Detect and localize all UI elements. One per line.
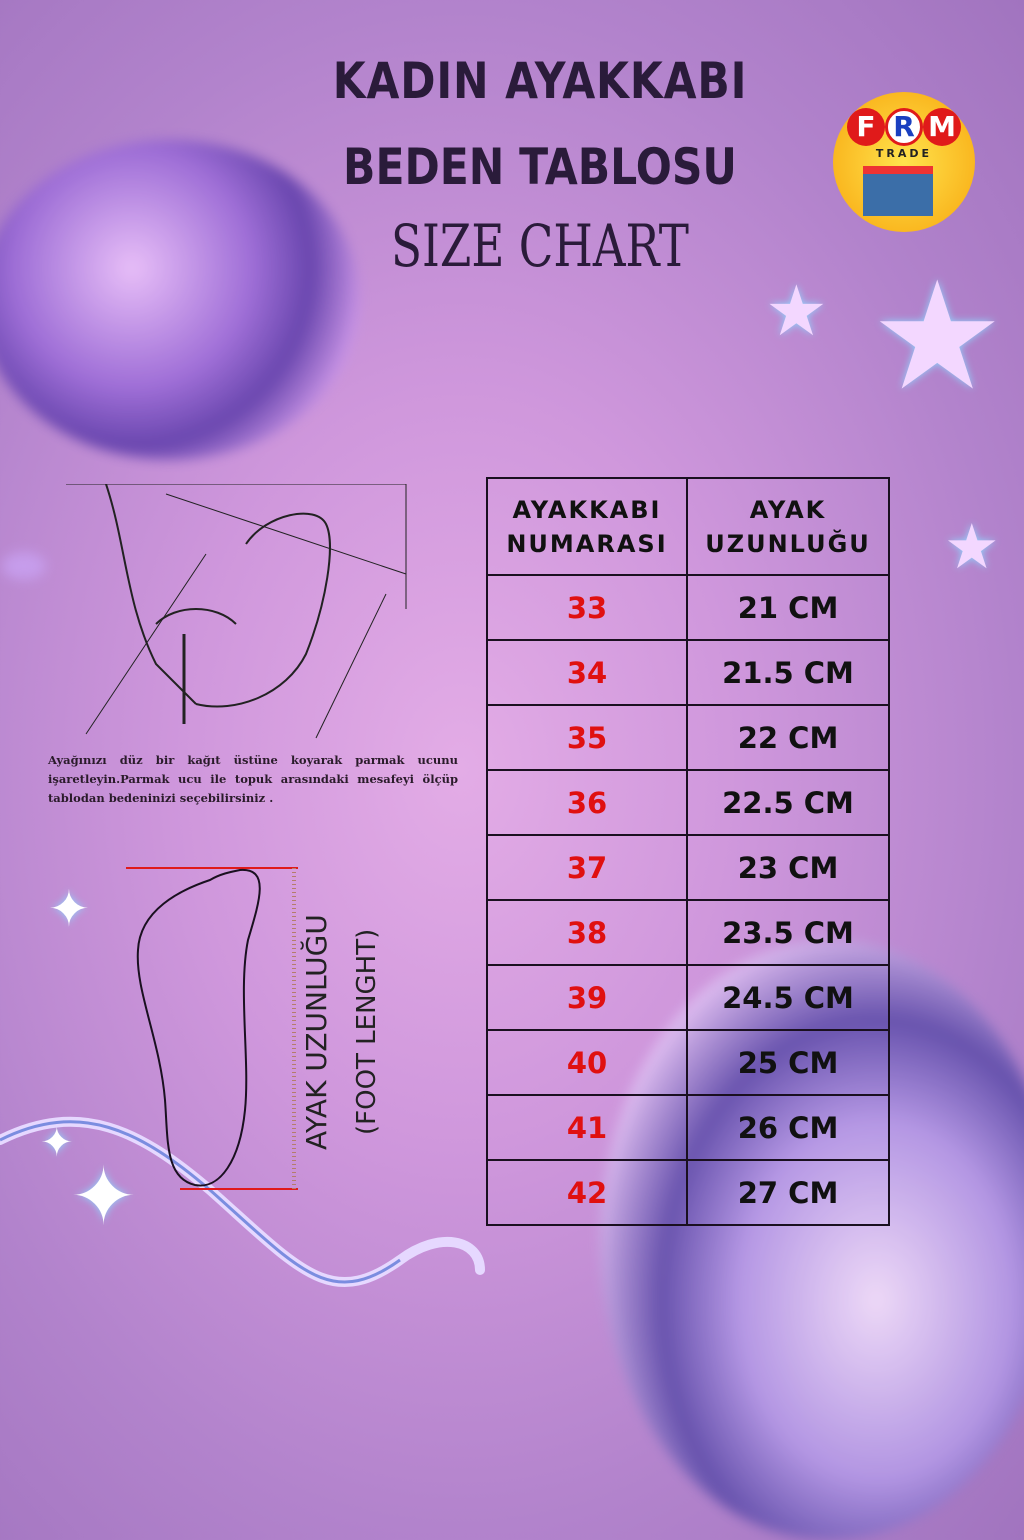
shoe-size-cell: 36: [486, 769, 688, 836]
holographic-ribbon: [0, 1116, 485, 1288]
shoe-size-cell: 42: [486, 1159, 688, 1226]
shoe-size-cell: 39: [486, 964, 688, 1031]
sparkle-icon: ✦: [70, 1150, 138, 1243]
table-row: 38 23.5 CM: [486, 899, 890, 966]
table-row: 35 22 CM: [486, 704, 890, 771]
holographic-drop: [2, 552, 46, 580]
star-icon: ★: [765, 270, 828, 352]
header-line: AYAK: [749, 495, 827, 524]
title-line-3: SIZE CHART: [391, 212, 689, 280]
foot-length-cell: 21.5 CM: [686, 639, 890, 706]
foot-length-cell: 23 CM: [686, 834, 890, 901]
shoe-size-cell: 37: [486, 834, 688, 901]
header-foot-length: AYAK UZUNLUĞU: [686, 477, 890, 576]
table-row: 41 26 CM: [486, 1094, 890, 1161]
shop-laptop-icon: [863, 166, 933, 216]
frm-trade-logo: F R M TRADE: [833, 92, 975, 232]
shoe-size-cell: 41: [486, 1094, 688, 1161]
header-line: UZUNLUĞU: [705, 529, 871, 558]
measuring-instructions: Ayağınızı düz bir kağıt üstüne koyarak p…: [48, 753, 458, 805]
shoe-size-cell: 40: [486, 1029, 688, 1096]
foot-length-cell: 22.5 CM: [686, 769, 890, 836]
title-line-2: BEDEN TABLOSU: [343, 138, 737, 196]
foot-length-cell: 25 CM: [686, 1029, 890, 1096]
header-shoe-size: AYAKKABI NUMARASI: [486, 477, 688, 576]
foot-length-cell: 27 CM: [686, 1159, 890, 1226]
logo-letter: M: [923, 108, 961, 146]
table-row: 37 23 CM: [486, 834, 890, 901]
star-icon: ★: [870, 250, 1005, 424]
logo-subtitle: TRADE: [875, 147, 933, 160]
foot-measuring-illustration: [66, 484, 407, 739]
foot-length-cell: 22 CM: [686, 704, 890, 771]
sparkle-icon: ✦: [48, 880, 90, 938]
title-line-1: KADIN AYAKKABI: [332, 52, 748, 110]
table-row: 33 21 CM: [486, 574, 890, 641]
table-header-row: AYAKKABI NUMARASI AYAK UZUNLUĞU: [486, 477, 890, 576]
shoe-size-cell: 34: [486, 639, 688, 706]
table-row: 40 25 CM: [486, 1029, 890, 1096]
holographic-blob-top-left: [0, 140, 360, 460]
logo-letter: R: [885, 108, 923, 146]
table-row: 39 24.5 CM: [486, 964, 890, 1031]
table-row: 34 21.5 CM: [486, 639, 890, 706]
table-row: 36 22.5 CM: [486, 769, 890, 836]
shoe-size-cell: 35: [486, 704, 688, 771]
size-chart-table: AYAKKABI NUMARASI AYAK UZUNLUĞU 33 21 CM 34 2…: [486, 477, 890, 1226]
foot-length-cell: 24.5 CM: [686, 964, 890, 1031]
header-line: NUMARASI: [506, 529, 668, 558]
foot-length-cell: 23.5 CM: [686, 899, 890, 966]
shoe-size-cell: 33: [486, 574, 688, 641]
foot-outline-diagram: [126, 867, 298, 1190]
header-line: AYAKKABI: [512, 495, 662, 524]
foot-length-cell: 21 CM: [686, 574, 890, 641]
foot-length-label-tr: AYAK UZUNLUĞU: [300, 914, 333, 1150]
table-row: 42 27 CM: [486, 1159, 890, 1226]
logo-letter: F: [847, 108, 885, 146]
star-icon: ★: [944, 510, 1000, 583]
foot-length-cell: 26 CM: [686, 1094, 890, 1161]
foot-length-label-en: (FOOT LENGHT): [352, 928, 382, 1135]
shoe-size-cell: 38: [486, 899, 688, 966]
